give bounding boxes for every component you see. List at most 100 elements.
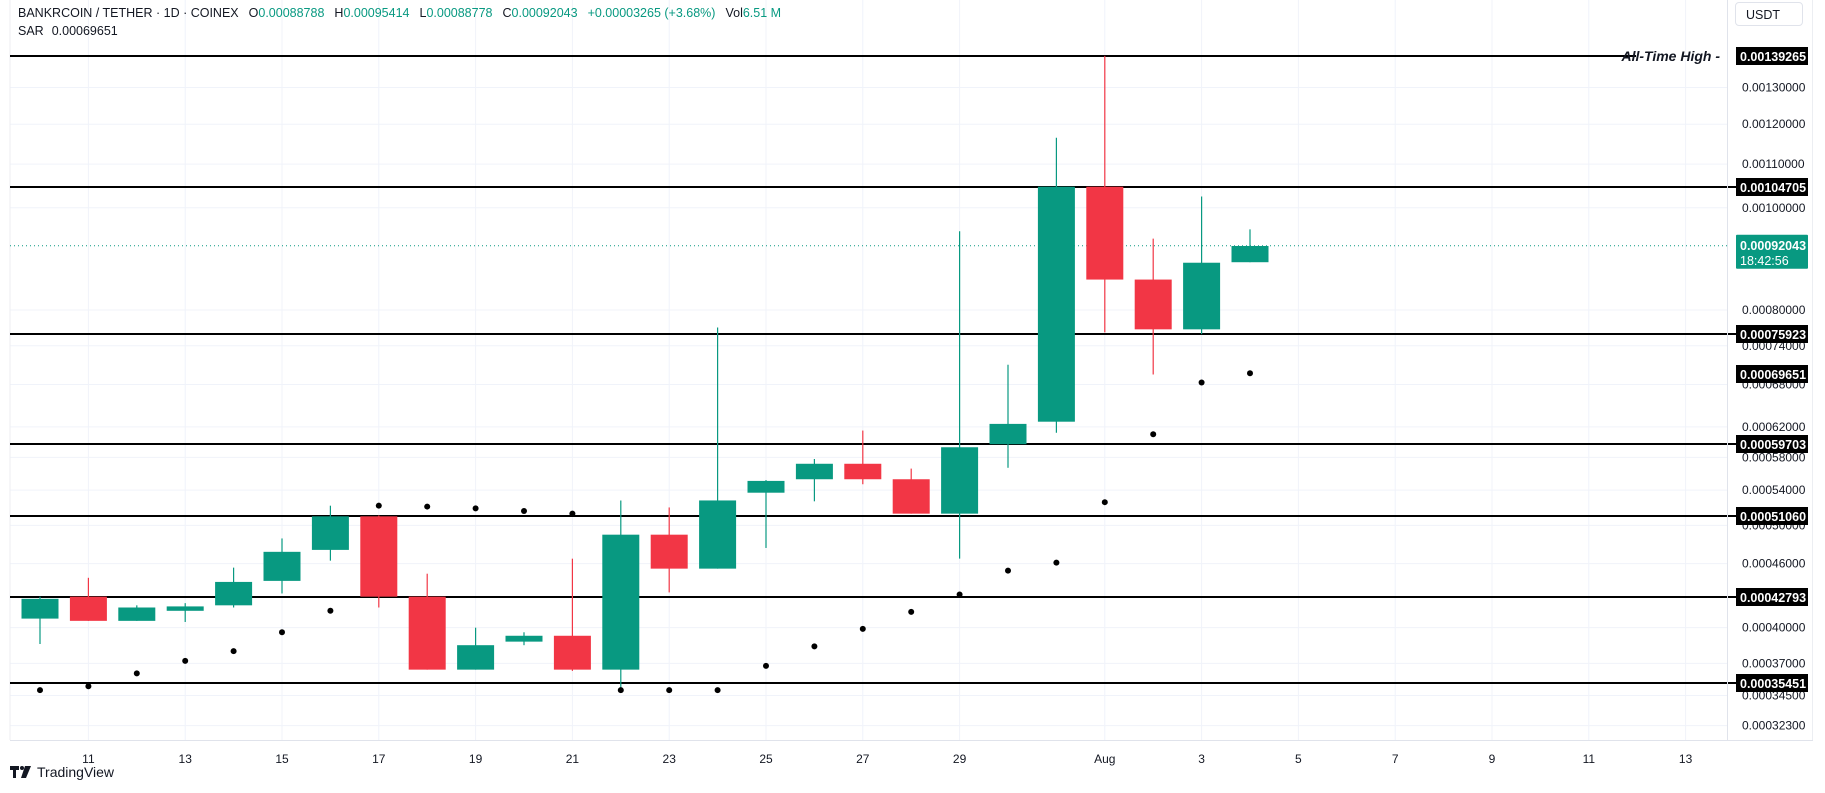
sar-dot: [1053, 559, 1060, 566]
candle[interactable]: [650, 507, 688, 593]
time-tick-label: 13: [1679, 752, 1693, 766]
sar-dot: [424, 503, 431, 510]
time-tick-label: 7: [1392, 752, 1399, 766]
sar-dot: [714, 687, 721, 694]
candle[interactable]: [844, 430, 882, 485]
symbol-legend: BANKRCOIN / TETHER · 1D · COINEX O 0.0008…: [18, 4, 781, 40]
time-tick-label: 17: [372, 752, 386, 766]
level-price-tag: [1736, 588, 1808, 606]
candle-body: [747, 480, 785, 493]
time-tick-label: 21: [566, 752, 580, 766]
indicator-row[interactable]: SAR 0.00069651: [18, 22, 781, 40]
level-price-tag: [1736, 507, 1808, 525]
candle[interactable]: [602, 500, 640, 692]
price-tick-label: 0.00032300: [1742, 719, 1806, 733]
level-price-text: 0.00069651: [1740, 368, 1806, 382]
time-axis[interactable]: 11 13 15 17 19 21 23 25 27 29 Aug 3 5 7 9 11 13: [82, 752, 1692, 766]
parabolic-sar: [37, 370, 1253, 694]
candle-body: [408, 596, 446, 670]
price-tick-label: 0.00120000: [1742, 117, 1806, 131]
candle[interactable]: [360, 515, 398, 608]
sar-label: SAR: [18, 24, 44, 38]
candle[interactable]: [989, 364, 1027, 468]
candle[interactable]: [1183, 196, 1221, 335]
candle[interactable]: [699, 327, 737, 569]
candle-body: [844, 463, 882, 480]
high-value: 0.00095414: [343, 6, 410, 20]
time-tick-label: 11: [82, 752, 95, 766]
candle[interactable]: [795, 458, 833, 502]
price-tick-label: 0.00058000: [1742, 450, 1806, 464]
low-label: L: [419, 6, 427, 20]
candle-body: [1183, 262, 1221, 330]
sar-dot: [521, 507, 527, 514]
candle[interactable]: [1086, 55, 1124, 333]
candlesticks[interactable]: [21, 55, 1269, 692]
support-resistance-levels[interactable]: All-Time High - 0.00139265 0.00104705 0.000…: [10, 47, 1808, 692]
symbol-title[interactable]: BANKRCOIN / TETHER · 1D · COINEX: [18, 6, 239, 20]
currency-button[interactable]: USDT: [1735, 2, 1803, 26]
candle[interactable]: [166, 603, 204, 622]
time-axis-border: [10, 740, 1813, 741]
candle[interactable]: [1037, 137, 1075, 433]
sar-dot: [617, 687, 624, 694]
price-tick-label: 0.00130000: [1742, 81, 1806, 95]
sar-dot: [666, 687, 673, 694]
candle[interactable]: [1134, 238, 1172, 375]
candle[interactable]: [69, 577, 107, 621]
sar-dot: [85, 683, 92, 690]
candle-body: [21, 598, 59, 619]
sar-dot: [956, 591, 963, 598]
candle-body: [1037, 186, 1075, 422]
tradingview-logo[interactable]: TradingView: [10, 764, 114, 780]
sar-dot: [133, 670, 140, 677]
candle-body: [650, 534, 688, 569]
sar-dot: [375, 502, 382, 509]
level-price-text: 0.00059703: [1740, 438, 1806, 452]
time-tick-label: 5: [1295, 752, 1302, 766]
sar-dot: [1150, 431, 1157, 438]
candle[interactable]: [1231, 229, 1269, 263]
volume-label: Vol: [725, 6, 743, 20]
candle[interactable]: [747, 480, 785, 548]
candle[interactable]: [215, 567, 253, 608]
countdown-text: 18:42:56: [1740, 254, 1789, 268]
price-tick-label: 0.00080000: [1742, 303, 1806, 317]
candle[interactable]: [892, 468, 930, 514]
sar-dot: [859, 625, 866, 632]
volume-value: 6.51 M: [742, 6, 782, 20]
sar-dot: [327, 607, 334, 614]
time-tick-label: 19: [469, 752, 483, 766]
candle-body: [795, 463, 833, 480]
level-price-text: 0.00051060: [1740, 510, 1806, 524]
candle[interactable]: [457, 627, 495, 670]
time-tick-label: 13: [179, 752, 193, 766]
ohlc-row: BANKRCOIN / TETHER · 1D · COINEX O 0.0008…: [18, 4, 781, 22]
candle-body: [457, 645, 495, 670]
sar-dot: [763, 662, 769, 669]
level-price-text: 0.00035451: [1740, 677, 1806, 691]
candle[interactable]: [311, 505, 349, 561]
candle-body: [941, 447, 979, 514]
candle[interactable]: [263, 538, 301, 594]
candle[interactable]: [21, 596, 59, 645]
candle-body: [989, 423, 1027, 445]
candle-body: [1231, 245, 1269, 263]
time-tick-label: 9: [1489, 752, 1496, 766]
candle[interactable]: [941, 231, 979, 559]
candle-body: [505, 635, 543, 642]
sar-dot: [182, 657, 189, 664]
sar-dot: [811, 643, 818, 650]
tradingview-logo-icon: [10, 766, 31, 778]
level-price-tag: [1736, 435, 1808, 453]
level-price-tag: [1736, 365, 1808, 383]
sar-dot: [230, 648, 237, 655]
time-tick-label: 11: [1583, 752, 1596, 766]
candle[interactable]: [118, 605, 156, 621]
price-tick-label: 0.00100000: [1742, 201, 1806, 215]
candle[interactable]: [505, 632, 543, 646]
candle[interactable]: [408, 573, 446, 670]
candle[interactable]: [553, 558, 591, 671]
